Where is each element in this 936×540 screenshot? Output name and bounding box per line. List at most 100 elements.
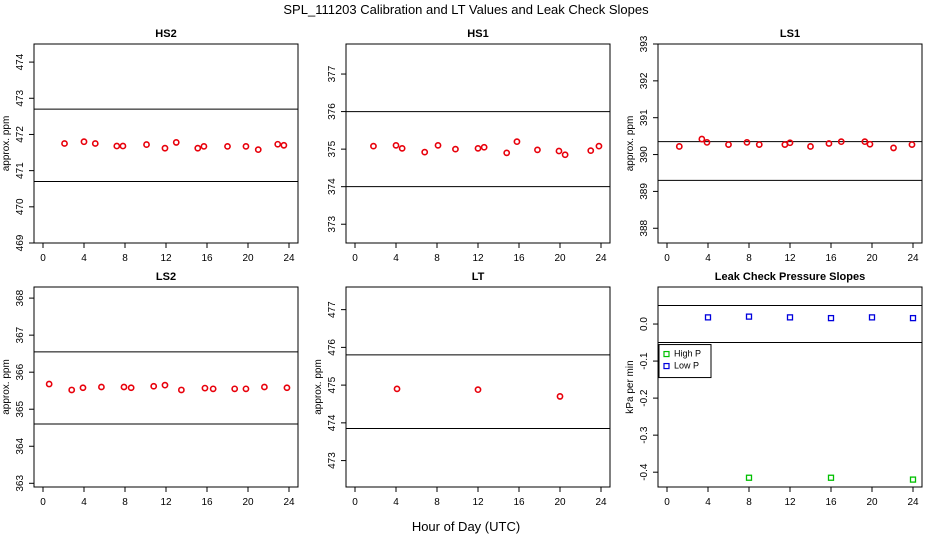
panel-title: LS2 bbox=[156, 271, 176, 283]
legend-label: Low P bbox=[674, 361, 699, 371]
data-point bbox=[807, 143, 814, 150]
y-tick-label: 363 bbox=[15, 475, 26, 492]
data-point bbox=[209, 385, 217, 393]
panel-3: LS1 0 4 8 12 16 20 24 388 389 390 391 392 393 approx. … bbox=[625, 28, 923, 264]
data-point bbox=[703, 138, 711, 146]
data-point bbox=[786, 139, 794, 147]
panel-2: HS1 0 4 8 12 16 20 24 373 374 375 376 377 bbox=[327, 28, 611, 264]
figure-title: SPL_111203 Calibration and LT Values and… bbox=[283, 2, 649, 17]
data-point bbox=[556, 393, 564, 400]
y-tick-label: 474 bbox=[327, 414, 338, 431]
y-tick-label: 364 bbox=[15, 437, 26, 454]
x-tick-label: 16 bbox=[513, 497, 525, 508]
y-tick-label: 476 bbox=[327, 339, 338, 356]
plot-frame bbox=[657, 286, 923, 488]
data-point bbox=[698, 135, 706, 143]
panel-title: HS1 bbox=[467, 28, 488, 40]
panel-title: LS1 bbox=[780, 28, 800, 40]
data-point bbox=[434, 141, 442, 149]
y-tick-label: 376 bbox=[327, 103, 338, 120]
data-point bbox=[755, 141, 763, 149]
y-tick-label: 469 bbox=[15, 234, 26, 251]
x-tick-label: 24 bbox=[907, 497, 919, 508]
x-tick-label: 0 bbox=[352, 253, 358, 264]
panel-5: LT 0 4 8 12 16 20 24 473 474 475 476 477 approx. ppm bbox=[313, 271, 611, 508]
data-point bbox=[127, 384, 135, 392]
panel-4: LS2 0 4 8 12 16 20 24 363 364 365 366 367 368 approx. … bbox=[1, 271, 299, 508]
data-point bbox=[587, 147, 595, 155]
data-point bbox=[825, 140, 833, 147]
y-tick-label: 377 bbox=[327, 65, 338, 82]
data-point bbox=[161, 381, 169, 389]
x-tick-label: 12 bbox=[472, 253, 484, 264]
legend-marker bbox=[663, 362, 670, 370]
y-tick-label: 471 bbox=[15, 162, 26, 179]
data-point-low-p bbox=[786, 314, 794, 321]
legend-box bbox=[658, 344, 712, 379]
x-tick-label: 4 bbox=[81, 497, 87, 508]
data-point bbox=[393, 385, 401, 393]
panel-title: Leak Check Pressure Slopes bbox=[715, 271, 865, 283]
data-point bbox=[421, 148, 429, 156]
data-point bbox=[474, 144, 482, 152]
x-tick-label: 20 bbox=[866, 253, 878, 264]
x-tick-label: 12 bbox=[472, 497, 484, 508]
data-point bbox=[725, 141, 732, 149]
data-point bbox=[242, 385, 250, 393]
y-tick-label: 365 bbox=[15, 400, 26, 417]
data-point bbox=[254, 146, 262, 154]
data-point bbox=[201, 384, 209, 392]
data-point bbox=[80, 138, 88, 146]
x-tick-label: 24 bbox=[283, 497, 295, 508]
y-tick-label: 475 bbox=[327, 376, 338, 393]
data-point bbox=[837, 138, 845, 146]
y-tick-label: -0.3 bbox=[639, 426, 650, 444]
x-tick-label: 20 bbox=[242, 497, 254, 508]
panel-title: HS2 bbox=[155, 28, 176, 40]
y-tick-label: 373 bbox=[327, 215, 338, 232]
y-tick-label: 0.0 bbox=[639, 317, 650, 331]
data-point bbox=[120, 383, 128, 391]
y-axis-label: kPa per min bbox=[625, 360, 636, 413]
y-tick-label: 473 bbox=[15, 89, 26, 106]
data-point bbox=[908, 141, 916, 149]
y-tick-label: 374 bbox=[327, 178, 338, 195]
x-tick-label: 0 bbox=[352, 497, 358, 508]
y-tick-label: 367 bbox=[15, 326, 26, 343]
y-tick-label: 366 bbox=[15, 363, 26, 380]
data-point bbox=[113, 142, 121, 150]
y-tick-label: 375 bbox=[327, 140, 338, 157]
data-point bbox=[200, 142, 208, 150]
y-tick-label: 389 bbox=[639, 183, 650, 200]
data-point bbox=[274, 140, 282, 148]
x-tick-label: 8 bbox=[746, 497, 752, 508]
x-tick-label: 0 bbox=[40, 497, 46, 508]
x-tick-label: 0 bbox=[664, 497, 670, 508]
data-point-low-p bbox=[909, 314, 917, 322]
x-tick-label: 8 bbox=[122, 497, 128, 508]
data-point bbox=[91, 140, 99, 147]
x-tick-label: 16 bbox=[201, 253, 213, 264]
x-tick-label: 12 bbox=[160, 497, 172, 508]
data-point bbox=[242, 142, 250, 150]
data-point bbox=[595, 142, 603, 150]
data-point bbox=[231, 385, 239, 393]
data-point bbox=[194, 144, 202, 152]
y-tick-label: 393 bbox=[639, 35, 650, 52]
y-axis-label: approx. ppm bbox=[1, 359, 12, 415]
y-tick-label: 390 bbox=[639, 146, 650, 163]
data-point bbox=[555, 147, 563, 155]
legend-label: High P bbox=[674, 349, 701, 359]
data-point bbox=[452, 145, 459, 153]
data-point bbox=[45, 380, 53, 388]
data-point bbox=[513, 138, 521, 146]
data-point bbox=[161, 144, 169, 152]
x-tick-label: 24 bbox=[595, 497, 607, 508]
plot-frame bbox=[657, 43, 923, 244]
y-tick-label: 391 bbox=[639, 109, 650, 126]
x-tick-label: 12 bbox=[784, 253, 796, 264]
x-tick-label: 20 bbox=[242, 253, 254, 264]
legend: High P Low P bbox=[658, 344, 712, 379]
